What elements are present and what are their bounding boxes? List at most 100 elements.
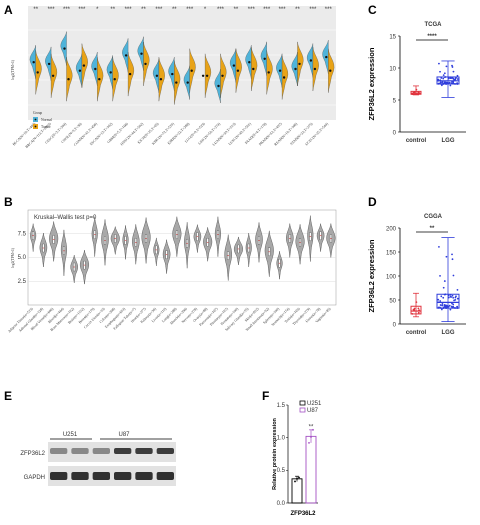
median-point	[144, 62, 147, 66]
cgga-box-LGG	[436, 293, 460, 309]
panel-b-title: Kruskal–Wallis test p=0	[34, 215, 97, 221]
tcga-point-LGG	[439, 79, 442, 82]
tcga-point-LGG	[456, 74, 459, 77]
cgga-point-LGG	[456, 297, 459, 300]
cgga-y-axis-label: ZFP36L2 expression	[367, 239, 376, 312]
tcga-point-LGG	[443, 72, 446, 75]
tcga-point-LGG	[452, 70, 455, 73]
tcga-ytick: 5	[393, 99, 397, 105]
blot-group-u87: U87	[118, 432, 130, 438]
cgga-point-LGG	[445, 255, 448, 258]
cgga-point-LGG	[437, 298, 440, 301]
f-sig-label: **	[309, 425, 314, 431]
f-y-axis-label: Relative protein expression	[272, 417, 278, 489]
median-point	[51, 74, 55, 78]
tcga-point-LGG	[452, 82, 455, 84]
cgga-ytick: 0	[393, 323, 397, 329]
cgga-point-LGG	[437, 306, 440, 309]
cgga-point-control	[413, 309, 416, 311]
significance-label-15: ***	[263, 7, 271, 13]
cgga-point-LGG	[449, 308, 452, 311]
cgga-ytick: 100	[386, 275, 397, 281]
f-ytick: 0.0	[277, 501, 286, 507]
tcga-ytick: 0	[393, 131, 397, 137]
median-point	[190, 69, 193, 72]
cgga-point-LGG	[447, 296, 450, 299]
median-point	[36, 71, 39, 74]
f-x-axis-label: ZFP36L2	[290, 511, 316, 517]
tcga-point-LGG	[451, 66, 454, 68]
cgga-point-LGG	[447, 294, 450, 297]
tcga-point-LGG	[450, 77, 453, 80]
median-point	[201, 74, 205, 78]
median-point	[248, 61, 251, 64]
cgga-point-control	[417, 311, 420, 314]
cgga-point-LGG	[452, 296, 455, 299]
cgga-point-LGG	[451, 253, 453, 256]
significance-label-1: ***	[48, 7, 56, 13]
legend-label-normal: Normal	[41, 118, 52, 122]
cgga-point-LGG	[446, 305, 449, 308]
panel-b-ytick: 5.0	[18, 255, 27, 261]
f-legend-swatch-U87	[299, 407, 306, 413]
f-point-U87	[312, 428, 314, 431]
median-point	[113, 78, 116, 81]
panel-a-plot-area	[28, 6, 336, 120]
median-point	[282, 76, 286, 79]
median-point	[252, 67, 255, 71]
significance-label-16: ***	[279, 7, 287, 13]
cgga-point-LGG	[450, 305, 453, 308]
blot-band-ZFP36L2-1	[71, 448, 89, 454]
cgga-point-control	[413, 307, 416, 310]
panel-label-B: B	[4, 195, 13, 209]
panel-b-ytick: 2.5	[18, 279, 27, 285]
panel-b-ytick: 7.5	[18, 231, 27, 237]
median-point	[32, 61, 35, 64]
panel-b-y-axis-label: log2(TPM+1)	[11, 247, 15, 268]
blot-band-GAPDH-1	[71, 472, 89, 480]
median-point	[278, 69, 282, 72]
tcga-point-LGG	[442, 74, 445, 77]
median-point	[94, 67, 97, 71]
significance-label-18: ***	[309, 7, 317, 13]
significance-label-19: ***	[325, 7, 333, 13]
tcga-point-LGG	[437, 82, 440, 85]
tcga-point-LGG	[440, 77, 443, 79]
tcga-point-LGG	[450, 82, 453, 84]
f-point-U251	[298, 476, 300, 479]
tcga-point-LGG	[448, 81, 451, 84]
panel-label-E: E	[4, 389, 12, 403]
cgga-point-LGG	[440, 307, 442, 310]
cgga-ytick: 50	[389, 299, 396, 305]
panel-label-F: F	[262, 389, 269, 403]
cgga-ytick: 150	[386, 251, 397, 257]
median-point	[221, 74, 224, 78]
tcga-point-LGG	[437, 79, 440, 82]
blot-band-GAPDH-4	[135, 472, 153, 480]
tcga-point-LGG	[449, 84, 452, 87]
median-point	[325, 55, 328, 59]
tcga-title: TCGA	[425, 22, 443, 28]
f-point-U251	[294, 480, 296, 483]
median-point	[205, 74, 209, 78]
cgga-point-LGG	[455, 295, 457, 298]
cgga-point-control	[415, 301, 418, 304]
significance-label-7: **	[141, 7, 146, 13]
cgga-point-LGG	[438, 246, 440, 248]
tcga-point-LGG	[451, 76, 454, 79]
median-point	[171, 72, 174, 76]
cgga-point-LGG	[453, 306, 456, 309]
panel-label-A: A	[4, 3, 13, 17]
median-point	[82, 64, 86, 67]
median-point	[63, 47, 66, 50]
significance-label-2: ***	[63, 7, 71, 13]
f-ytick: 1.0	[277, 435, 286, 441]
tcga-point-LGG	[444, 81, 447, 84]
blot-band-GAPDH-5	[156, 472, 174, 480]
legend-title: Group	[33, 111, 42, 115]
f-bar-U87	[305, 435, 317, 504]
cgga-point-LGG	[452, 274, 455, 277]
cgga-point-LGG	[451, 294, 454, 297]
cgga-sig-label: **	[430, 226, 435, 232]
f-point-U87	[308, 441, 310, 444]
